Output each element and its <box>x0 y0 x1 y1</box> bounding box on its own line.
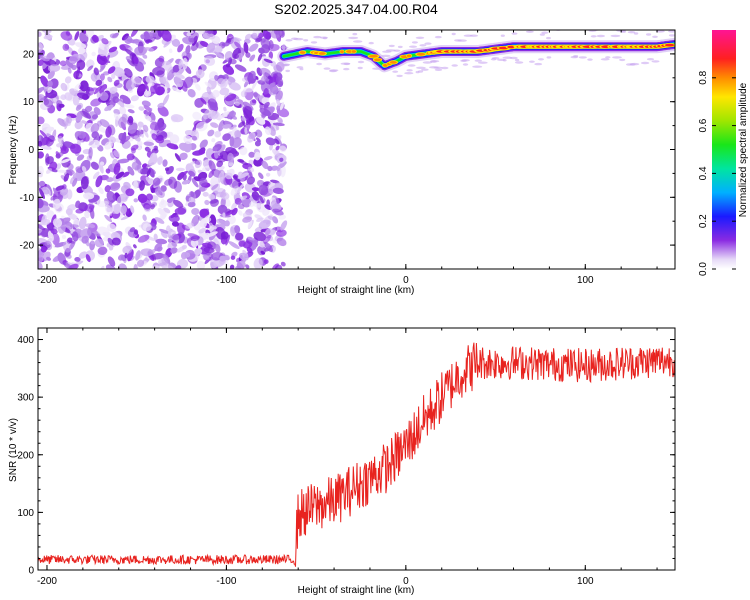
spectrogram-xlabel: Height of straight line (km) <box>298 285 415 296</box>
snr-ytick-label: 300 <box>17 393 34 404</box>
signal-hotspots <box>279 30 675 78</box>
spectrogram-ytick-label: 0 <box>28 145 34 156</box>
snr-frame <box>37 327 676 571</box>
spectrogram-ytick-label: -20 <box>20 241 35 252</box>
snr-xtick-label: -200 <box>37 576 57 587</box>
noise-speckles <box>38 30 290 269</box>
snr-ytick-label: 200 <box>17 450 34 461</box>
colorbar-label: Normalized spectral amplitude <box>738 82 749 217</box>
snr-ylabel: SNR (10 * v/v) <box>8 418 19 482</box>
spectrogram-xtick-label: -200 <box>37 275 57 286</box>
spectrogram-ytick-label: 10 <box>23 97 35 108</box>
spectrogram-ytick-label: -10 <box>20 193 35 204</box>
spectrogram-ylabel: Frequency (Hz) <box>8 116 19 185</box>
spectrogram-xtick-label: -100 <box>216 275 236 286</box>
snr-xtick-label: 100 <box>577 576 594 587</box>
snr-xtick-label: -100 <box>216 576 236 587</box>
colorbar-tick-label: 0.2 <box>698 214 709 228</box>
colorbar-tick-label: 0.6 <box>698 118 709 132</box>
snr-ticks: -200 -100 0 100 0 100 200 300 400 <box>17 327 675 587</box>
spectrogram-content <box>38 30 675 269</box>
spectrogram-ytick-label: 20 <box>23 49 35 60</box>
colorbar-tick-label: 0.4 <box>698 166 709 180</box>
snr-ytick-label: 100 <box>17 508 34 519</box>
colorbar-tick-label: 0.0 <box>698 262 709 276</box>
spectrogram-xtick-label: 0 <box>403 275 409 286</box>
snr-xtick-label: 0 <box>403 576 409 587</box>
spectrogram-xtick-label: 100 <box>577 275 594 286</box>
snr-ytick-label: 400 <box>17 335 34 346</box>
colorbar: 0.0 0.2 0.4 0.6 0.8 Normalized spectral ampl… <box>698 30 749 276</box>
colorbar-gradient <box>712 30 736 269</box>
snr-xlabel: Height of straight line (km) <box>298 585 415 596</box>
snr-ytick-label: 0 <box>28 566 34 577</box>
colorbar-tick-label: 0.8 <box>698 70 709 84</box>
snr-series-line <box>38 342 675 567</box>
snr-panel: -200 -100 0 100 0 100 200 300 400 Height of stra… <box>8 327 676 596</box>
figure-title: S202.2025.347.04.00.R04 <box>274 1 438 17</box>
colorbar-ticks: 0.0 0.2 0.4 0.6 0.8 <box>698 70 736 276</box>
